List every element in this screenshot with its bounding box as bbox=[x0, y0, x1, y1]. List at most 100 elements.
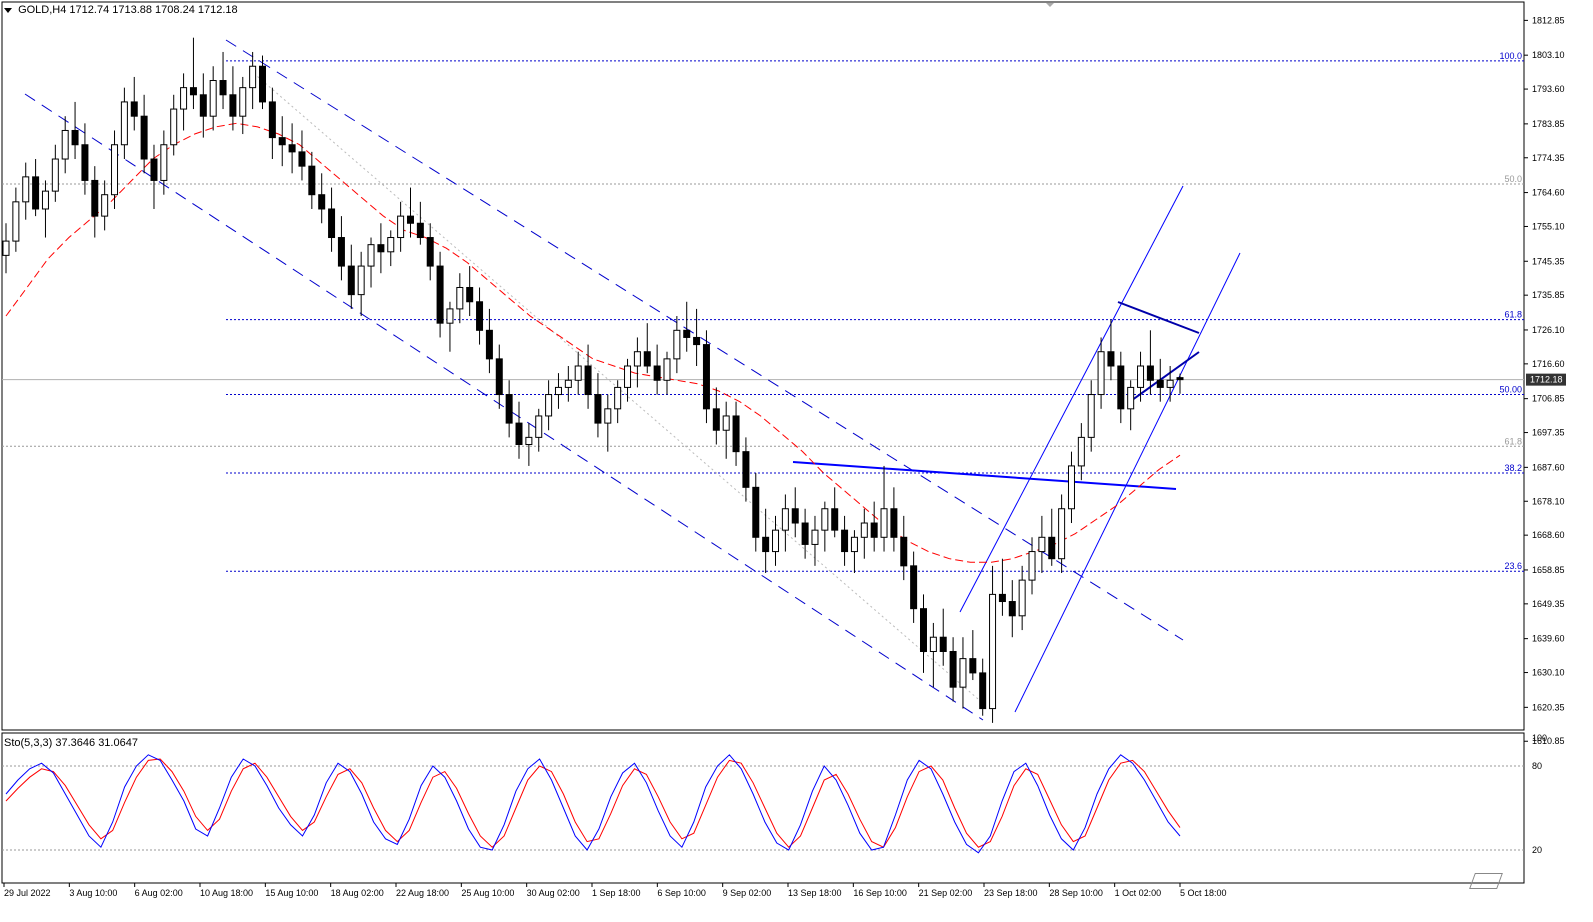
time-label-12: 13 Sep 18:00 bbox=[788, 888, 842, 898]
bull-candle-body bbox=[1137, 365, 1145, 388]
bear-candle-body bbox=[416, 222, 424, 239]
bear-candle-body bbox=[712, 408, 720, 431]
bear-candle-body bbox=[998, 593, 1006, 603]
bull-candle-body bbox=[850, 536, 858, 553]
candle-102 bbox=[1008, 580, 1016, 638]
bull-candle-body bbox=[811, 529, 819, 545]
fib-label-3: 50.00 bbox=[1499, 385, 1522, 395]
bear-candle-body bbox=[870, 522, 878, 538]
bear-candle-body bbox=[594, 394, 602, 424]
candle-79 bbox=[781, 494, 789, 552]
candle-35 bbox=[347, 244, 355, 309]
price-tick-label-21: 1610.85 bbox=[1532, 736, 1565, 746]
time-label-2: 6 Aug 02:00 bbox=[135, 888, 183, 898]
candle-81 bbox=[801, 508, 809, 559]
bear-candle-body bbox=[752, 486, 760, 538]
candle-10 bbox=[101, 180, 109, 231]
bear-candle-body bbox=[495, 358, 503, 396]
candle-83 bbox=[821, 501, 829, 552]
bull-candle-body bbox=[160, 144, 168, 181]
time-label-3: 10 Aug 18:00 bbox=[200, 888, 253, 898]
bear-candle-body bbox=[150, 158, 158, 181]
time-label-1: 3 Aug 10:00 bbox=[69, 888, 117, 898]
bear-candle-body bbox=[268, 101, 276, 139]
bear-candle-body bbox=[406, 215, 414, 224]
price-tick-label-14: 1678.10 bbox=[1532, 496, 1565, 506]
candle-111 bbox=[1097, 337, 1105, 409]
bear-candle-body bbox=[890, 508, 898, 538]
candle-18 bbox=[180, 73, 188, 131]
candle-0 bbox=[2, 223, 10, 274]
bear-candle-body bbox=[1107, 351, 1115, 367]
time-label-4: 15 Aug 10:00 bbox=[265, 888, 318, 898]
candlesticks bbox=[2, 37, 1184, 723]
shift-marker-icon bbox=[1046, 3, 1054, 7]
price-tick-label-11: 1706.85 bbox=[1532, 394, 1565, 404]
bull-candle-body bbox=[22, 176, 30, 203]
candle-23 bbox=[229, 66, 237, 131]
candle-71 bbox=[702, 330, 710, 424]
time-label-13: 16 Sep 10:00 bbox=[853, 888, 907, 898]
candle-54 bbox=[535, 408, 543, 452]
bull-candle-body bbox=[1087, 394, 1095, 438]
candle-19 bbox=[189, 37, 197, 110]
candle-38 bbox=[377, 223, 385, 274]
candle-92 bbox=[910, 551, 918, 623]
bull-candle-body bbox=[1166, 379, 1174, 388]
candle-70 bbox=[693, 308, 701, 366]
candle-116 bbox=[1146, 330, 1154, 395]
candle-15 bbox=[150, 144, 158, 209]
candle-113 bbox=[1117, 351, 1125, 424]
candle-11 bbox=[111, 130, 119, 209]
bear-candle-body bbox=[910, 565, 918, 610]
candle-106 bbox=[1048, 508, 1056, 566]
time-label-14: 21 Sep 02:00 bbox=[919, 888, 973, 898]
triangle-lower bbox=[1127, 351, 1200, 404]
time-label-6: 22 Aug 18:00 bbox=[396, 888, 449, 898]
bull-candle-body bbox=[1077, 436, 1085, 467]
bull-candle-body bbox=[12, 201, 20, 242]
time-label-7: 25 Aug 10:00 bbox=[461, 888, 514, 898]
bull-candle-body bbox=[120, 101, 128, 146]
price-tick-label-16: 1658.85 bbox=[1532, 565, 1565, 575]
bear-candle-body bbox=[328, 208, 336, 239]
dropdown-arrow-icon[interactable] bbox=[4, 7, 12, 13]
ohlc-values: 1712.74 1713.88 1708.24 1712.18 bbox=[69, 4, 238, 16]
candle-5 bbox=[51, 144, 59, 202]
candle-97 bbox=[959, 637, 967, 709]
bear-candle-body bbox=[1008, 601, 1016, 617]
bear-candle-body bbox=[199, 94, 207, 117]
bull-candle-body bbox=[574, 365, 582, 381]
bull-candle-body bbox=[357, 265, 365, 296]
bear-candle-body bbox=[278, 137, 286, 146]
candle-59 bbox=[584, 344, 592, 409]
bull-candle-body bbox=[545, 394, 553, 417]
price-tick-label-1: 1803.10 bbox=[1532, 50, 1565, 60]
bull-candle-body bbox=[101, 194, 109, 217]
bear-candle-body bbox=[91, 179, 99, 217]
candle-57 bbox=[564, 366, 572, 402]
bull-candle-body bbox=[1067, 465, 1075, 510]
candle-104 bbox=[1028, 537, 1036, 595]
candle-20 bbox=[199, 73, 207, 138]
fibonacci-levels: 100.0 50.0 61.8 50.00 61.8 38.2 23.6 bbox=[2, 51, 1524, 572]
candle-28 bbox=[278, 116, 286, 167]
candle-100 bbox=[989, 565, 997, 723]
candle-6 bbox=[61, 116, 69, 174]
time-label-8: 30 Aug 02:00 bbox=[527, 888, 580, 898]
fib-label-5: 38.2 bbox=[1504, 463, 1522, 473]
price-tick-label-9: 1726.10 bbox=[1532, 325, 1565, 335]
candle-101 bbox=[998, 558, 1006, 616]
candle-29 bbox=[288, 123, 296, 174]
candle-91 bbox=[900, 515, 908, 581]
price-tick-label-17: 1649.35 bbox=[1532, 599, 1565, 609]
candle-93 bbox=[919, 594, 927, 673]
candle-108 bbox=[1067, 451, 1075, 524]
descending-channel-upper bbox=[225, 39, 1184, 641]
candle-84 bbox=[831, 487, 839, 538]
candle-56 bbox=[554, 373, 562, 409]
price-tick-label-15: 1668.60 bbox=[1532, 530, 1565, 540]
bear-candle-body bbox=[259, 65, 267, 103]
price-tick-label-0: 1812.85 bbox=[1532, 15, 1565, 25]
